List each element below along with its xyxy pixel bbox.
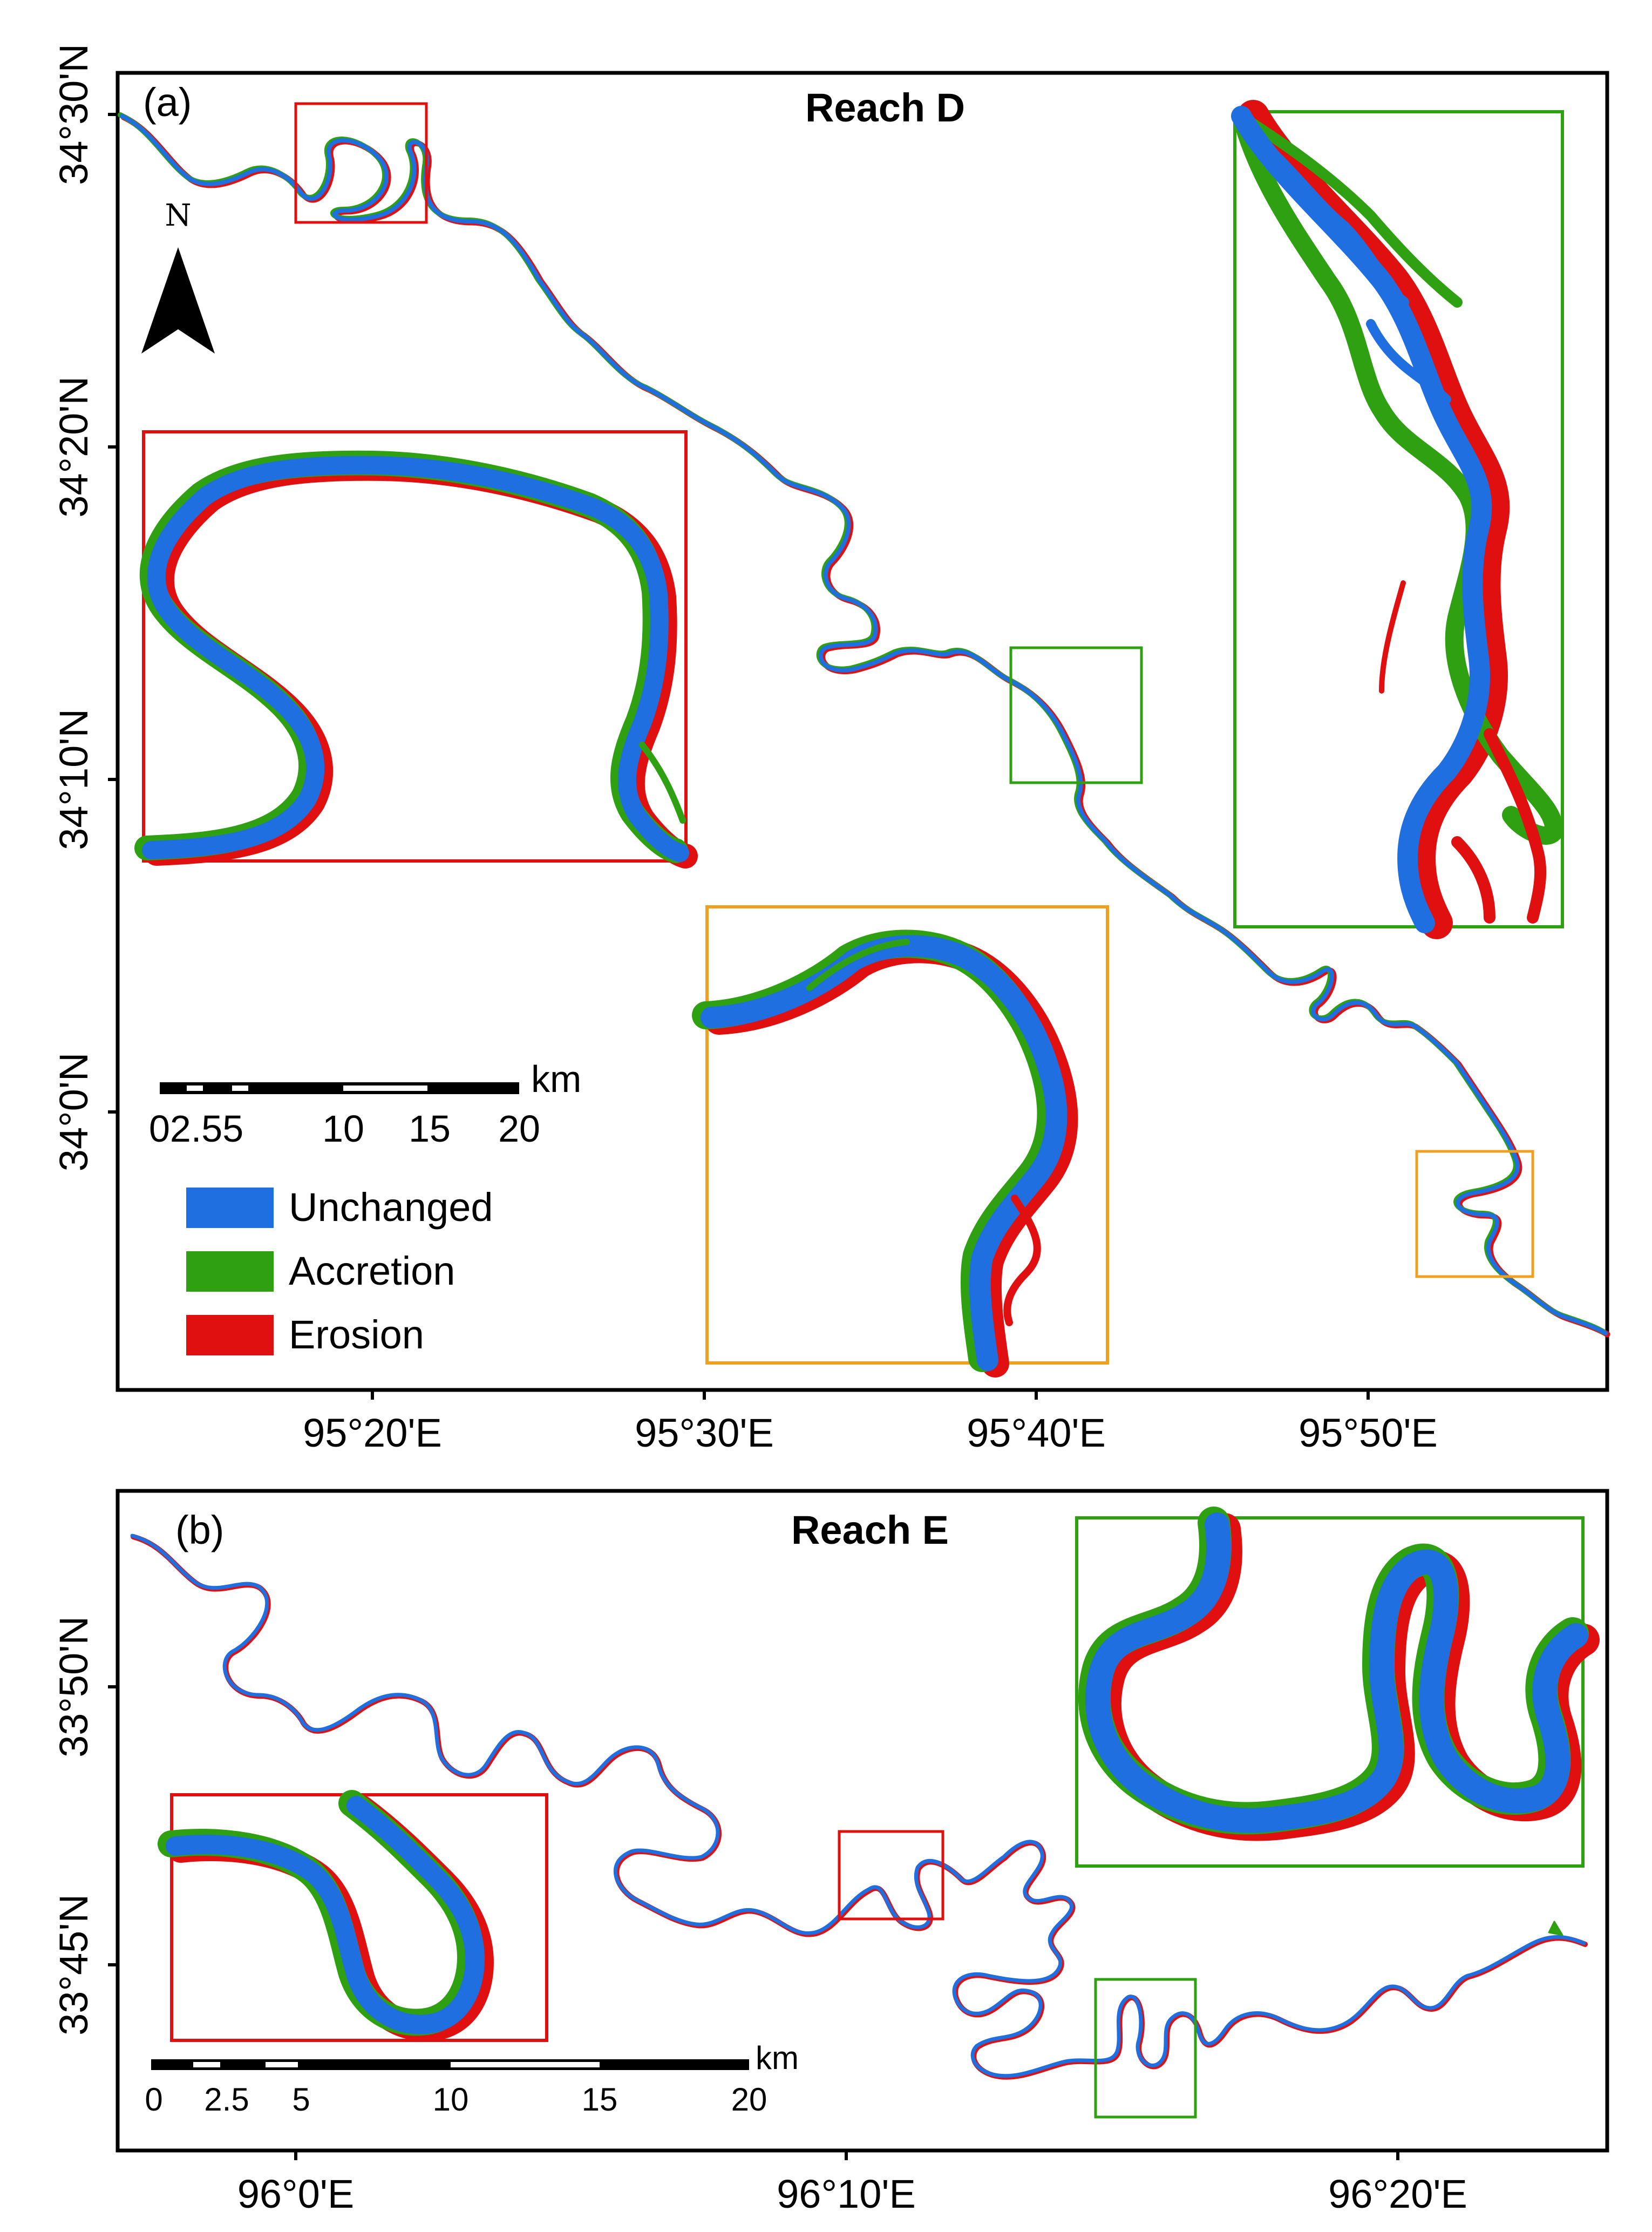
scale-label: 5 [292, 2081, 310, 2118]
panel-b: 33°50'N 33°45'N 96°0'E 96°10'E 96°20'E (… [51, 1489, 1609, 2216]
inset-locator-orange [1415, 1150, 1534, 1278]
inset-locator-green [1094, 1978, 1197, 2119]
river-reach-e [130, 1534, 1588, 2080]
scale-unit: km [756, 2040, 799, 2076]
lat-tick-label: 34°20'N [51, 376, 96, 518]
legend-swatch-unchanged [186, 1188, 274, 1228]
scale-label: 0 [145, 2081, 162, 2118]
panel-label: (a) [143, 80, 192, 125]
scale-label: 2.5 [204, 2081, 249, 2118]
inset-green-zoom [1231, 100, 1564, 939]
lon-tick-label: 95°30'E [635, 1410, 774, 1455]
legend-label: Unchanged [289, 1185, 493, 1230]
lat-tick-label: 33°45'N [51, 1894, 96, 2036]
panel-b-lat-ticks: 33°50'N 33°45'N [51, 1616, 118, 2036]
lat-tick-label: 34°30'N [51, 44, 96, 185]
scale-unit: km [531, 1058, 581, 1100]
lat-tick-label: 34°0'N [51, 1053, 96, 1172]
panel-a-lon-ticks: 95°20'E 95°30'E 95°40'E 95°50'E [303, 1390, 1438, 1455]
panel-b-lon-ticks: 96°0'E 96°10'E 96°20'E [237, 2150, 1467, 2216]
inset-locator-green [1009, 646, 1143, 784]
scale-label: 02.55 [149, 1108, 243, 1150]
river-reach-d [118, 112, 1610, 1338]
lon-tick-label: 96°0'E [237, 2172, 355, 2216]
lon-tick-label: 96°20'E [1328, 2172, 1467, 2216]
inset-locator-red [294, 102, 428, 224]
scale-label: 20 [498, 1108, 540, 1150]
inset-green-zoom-b [1075, 1507, 1600, 1868]
legend-swatch-erosion [186, 1315, 274, 1355]
scale-bar-a: km 02.55 10 15 20 [149, 1058, 581, 1150]
panel-title: Reach E [791, 1508, 949, 1552]
lat-tick-label: 33°50'N [51, 1616, 96, 1758]
inset-orange-zoom [692, 905, 1109, 1378]
panel-title: Reach D [805, 85, 965, 130]
inset-red-zoom [134, 430, 698, 869]
north-arrow: N [141, 198, 215, 354]
panel-a: 34°30'N 34°20'N 34°10'N 34°0'N 95°20'E 9… [51, 44, 1610, 1455]
north-letter: N [165, 198, 192, 233]
scale-label: 20 [731, 2081, 767, 2118]
lon-tick-label: 95°20'E [303, 1410, 442, 1455]
panel-label: (b) [175, 1508, 224, 1552]
lon-tick-label: 96°10'E [777, 2172, 916, 2216]
panel-a-lat-ticks: 34°30'N 34°20'N 34°10'N 34°0'N [51, 44, 118, 1171]
scale-label: 15 [409, 1108, 451, 1150]
scale-label: 10 [322, 1108, 364, 1150]
scale-bar-b: km 0 2.5 5 10 15 20 [145, 2040, 799, 2118]
legend-label: Erosion [289, 1312, 424, 1357]
legend-swatch-accretion [186, 1251, 274, 1292]
lon-tick-label: 95°50'E [1299, 1410, 1438, 1455]
lon-tick-label: 95°40'E [967, 1410, 1106, 1455]
legend-label: Accretion [289, 1249, 455, 1293]
legend: Unchanged Accretion Erosion [186, 1185, 493, 1357]
inset-locator-red [838, 1830, 944, 1921]
lat-tick-label: 34°10'N [51, 709, 96, 850]
scale-label: 10 [433, 2081, 469, 2118]
scale-label: 15 [582, 2081, 618, 2118]
inset-red-zoom-b [158, 1790, 548, 2042]
